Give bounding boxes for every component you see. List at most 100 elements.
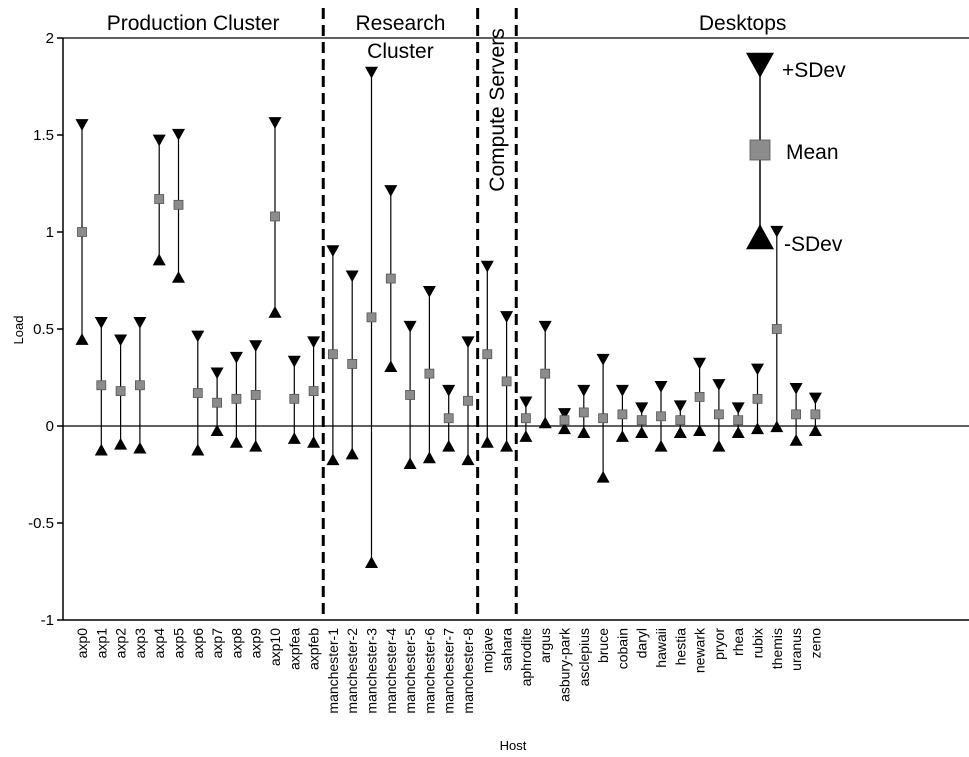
mean-marker (501, 376, 512, 387)
minus-sdev-marker (789, 434, 803, 446)
mean-marker (521, 413, 531, 424)
legend-minus-sdev-marker (746, 224, 774, 250)
error-bar-axp8 (229, 351, 243, 448)
plus-sdev-marker (480, 260, 494, 273)
plus-sdev-marker (114, 334, 128, 347)
mean-marker (115, 386, 126, 396)
plus-sdev-marker (731, 402, 745, 415)
error-bar-manchester-6 (422, 285, 436, 464)
minus-sdev-marker (191, 443, 205, 456)
minus-sdev-marker (751, 422, 764, 435)
plus-sdev-marker (94, 317, 108, 329)
error-bar-asclepius (577, 384, 591, 438)
mean-marker (598, 413, 608, 424)
x-axis-title: Host (500, 738, 527, 753)
error-bar-axp5 (172, 128, 185, 283)
minus-sdev-marker (673, 426, 687, 438)
plus-sdev-marker (654, 381, 668, 393)
host-label: manchester-3 (364, 628, 380, 714)
plus-sdev-marker (693, 357, 707, 370)
minus-sdev-marker (577, 426, 591, 438)
error-bar-manchester-1 (326, 245, 340, 466)
error-bar-manchester-8 (461, 336, 475, 466)
error-bar-manchester-2 (345, 270, 359, 460)
host-label: rhea (730, 628, 746, 656)
plus-sdev-marker (519, 396, 533, 409)
error-bar-axp3 (133, 317, 147, 454)
mean-marker (656, 411, 666, 422)
group-label: Cluster (367, 40, 434, 63)
minus-sdev-marker (287, 432, 301, 444)
plus-sdev-marker (345, 270, 359, 283)
plus-sdev-marker (442, 384, 456, 397)
plus-sdev-marker (268, 117, 282, 129)
minus-sdev-marker (75, 333, 89, 345)
mean-marker (154, 194, 165, 204)
plus-sdev-marker (635, 402, 649, 415)
error-bar-axp1 (94, 317, 108, 456)
error-bar-rhea (731, 402, 745, 438)
error-bar-sahara (500, 311, 514, 452)
mean-marker (385, 273, 396, 284)
plus-sdev-marker (152, 134, 166, 147)
plus-sdev-marker (538, 320, 552, 333)
host-label: axpfeb (306, 628, 322, 670)
host-label: axpfea (286, 628, 302, 670)
minus-sdev-marker (712, 439, 726, 452)
mean-marker (77, 227, 87, 237)
plus-sdev-marker (133, 317, 147, 329)
plus-sdev-marker (789, 382, 803, 395)
plus-sdev-marker (210, 367, 224, 380)
mean-marker (752, 393, 763, 404)
host-label: argus (537, 628, 553, 663)
mean-marker (810, 409, 821, 420)
mean-marker (636, 415, 647, 426)
minus-sdev-marker (519, 430, 533, 442)
error-bar-uranus (789, 382, 803, 446)
group-label: Desktops (699, 12, 787, 35)
minus-sdev-marker (693, 424, 707, 437)
mean-marker (327, 349, 338, 360)
legend-minus-sdev-label: -SDev (784, 233, 843, 256)
plus-sdev-marker (384, 185, 398, 197)
legend-mean-marker (749, 139, 771, 161)
host-label: axp1 (93, 628, 109, 659)
mean-marker (270, 211, 280, 222)
host-label: asclepius (576, 628, 592, 686)
minus-sdev-marker (307, 435, 321, 448)
error-bar-hawaii (654, 381, 668, 452)
minus-sdev-marker (229, 435, 243, 448)
mean-marker (482, 349, 493, 360)
legend-plus-sdev-marker (746, 52, 774, 78)
plus-sdev-marker (808, 392, 822, 405)
error-bar-axpfea (287, 355, 301, 444)
minus-sdev-marker (403, 457, 417, 470)
mean-marker (231, 393, 242, 404)
host-label: hestia (672, 628, 688, 666)
minus-sdev-marker (326, 453, 340, 466)
minus-sdev-marker (480, 435, 494, 448)
error-bar-axpfeb (307, 336, 321, 448)
y-tick-label: -0.5 (28, 515, 54, 532)
plus-sdev-marker (751, 363, 764, 376)
y-axis-title: Load (11, 316, 26, 345)
host-label: axp8 (228, 628, 244, 659)
mean-marker (559, 415, 570, 426)
host-label: pryor (711, 628, 727, 660)
host-label: axp9 (248, 628, 264, 659)
plus-sdev-marker (712, 379, 726, 391)
y-axis-ticks: -1 -0.5 0 0.5 1 1.5 2 (28, 30, 63, 629)
host-label: manchester-7 (441, 628, 457, 714)
host-label: axp2 (113, 628, 129, 659)
plus-sdev-marker (615, 384, 629, 397)
host-label: manchester-1 (325, 628, 341, 714)
error-bar-axp6 (191, 330, 205, 456)
mean-marker (308, 386, 319, 396)
error-bar-manchester-7 (442, 384, 456, 452)
minus-sdev-marker (133, 441, 147, 454)
error-bar-manchester-3 (365, 66, 378, 568)
host-label: manchester-6 (421, 628, 437, 714)
minus-sdev-marker (615, 430, 629, 442)
minus-sdev-marker (172, 271, 185, 283)
mean-marker (694, 391, 705, 402)
